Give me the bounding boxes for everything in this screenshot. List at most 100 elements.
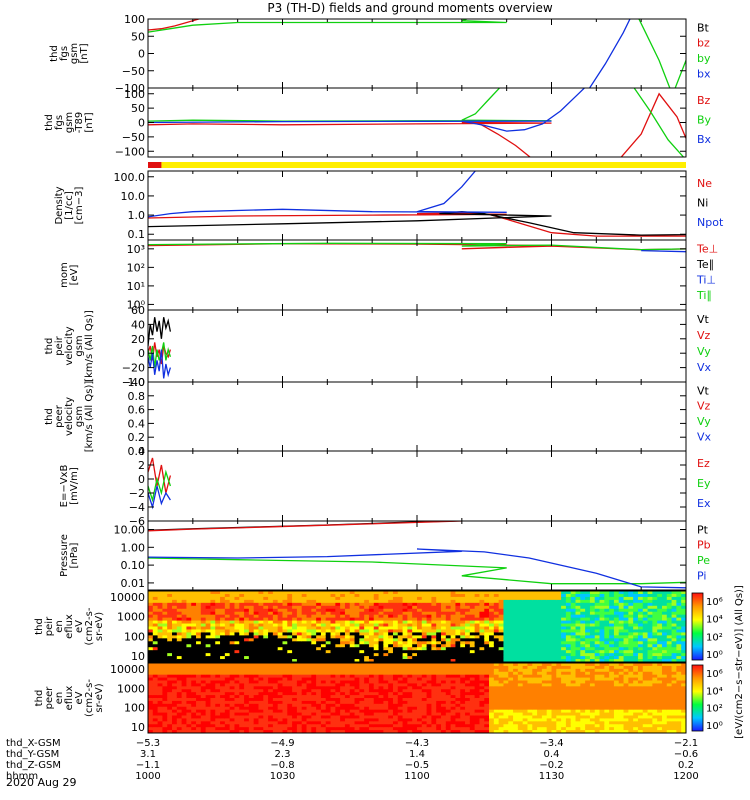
spec-cell [152, 680, 159, 685]
spec-cell [373, 644, 380, 648]
spec-cell [388, 703, 394, 708]
spec-cell [191, 629, 197, 634]
spec-cell [157, 602, 164, 607]
spec-cell [460, 611, 466, 616]
spec-cell [484, 683, 490, 687]
spec-cell [652, 626, 658, 631]
spec-cell [397, 683, 404, 687]
spec-cell [666, 620, 673, 625]
spec-cell [479, 596, 485, 601]
spec-cell [325, 712, 332, 717]
spec-cell [176, 724, 183, 728]
spec-cell [537, 617, 543, 622]
spec-cell [676, 614, 682, 619]
spec-cell [258, 718, 264, 722]
spec-cell [157, 724, 164, 728]
spec-cell [397, 703, 404, 708]
spec-cell [340, 611, 346, 616]
spec-cell [277, 689, 284, 693]
spec-cell [282, 663, 288, 667]
spec-cell [272, 656, 279, 660]
spec-cell [445, 591, 452, 595]
spec-cell [272, 623, 279, 628]
spec-cell [167, 663, 173, 667]
spec-cell [575, 602, 581, 607]
spec-cell [368, 620, 375, 625]
spec-cell [397, 671, 404, 676]
spec-cell [181, 703, 188, 708]
spec-cell [368, 599, 375, 604]
spec-cell [484, 623, 490, 628]
spec-cell [623, 635, 629, 639]
spec-cell [301, 629, 308, 634]
spec-cell [397, 641, 404, 645]
spec-cell [436, 683, 442, 687]
spec-cell [657, 650, 663, 654]
spec-cell [220, 668, 226, 673]
spec-cell [148, 602, 154, 607]
spec-cell [628, 650, 634, 654]
spec-cell [311, 718, 317, 722]
spec-cell [354, 617, 360, 622]
spec-cell [556, 653, 562, 657]
spec-cell [311, 623, 317, 628]
spec-cell [364, 692, 370, 696]
spec-cell [359, 706, 365, 711]
spec-cell [556, 593, 562, 598]
spec-cell [152, 663, 159, 667]
spec-cell [354, 641, 360, 645]
spec-cell [484, 727, 490, 731]
spec-cell [234, 656, 240, 660]
spec-cell [196, 689, 202, 693]
spec-cell [397, 686, 404, 690]
spec-cell [431, 709, 437, 714]
spec-cell [455, 718, 461, 722]
spec-cell [277, 611, 284, 616]
spec-cell [340, 596, 346, 601]
spec-cell [378, 665, 384, 670]
spec-cell [513, 602, 519, 607]
spec-cell [541, 611, 548, 616]
spec-cell [431, 635, 437, 639]
spec-cell [431, 698, 437, 702]
spec-cell [604, 656, 610, 660]
spec-cell [637, 653, 644, 657]
pressure-ylabel: [nPa] [69, 542, 80, 568]
spec-cell [344, 626, 351, 631]
spec-cell [479, 641, 485, 645]
spec-cell [527, 632, 533, 636]
spec-cell [479, 656, 485, 660]
spec-cell [316, 644, 322, 648]
spec-cell [234, 620, 240, 625]
spec-cell [287, 632, 293, 636]
mode-bar-red [148, 162, 162, 168]
spec-cell [181, 653, 188, 657]
spec-cell [445, 665, 452, 670]
spec-cell [335, 680, 341, 685]
spec-cell [445, 689, 452, 693]
spec-cell [498, 629, 505, 634]
spec-cell [364, 614, 370, 619]
spec-cell [220, 730, 226, 733]
spec-cell [200, 623, 207, 628]
spec-cell [561, 593, 567, 598]
spec-cell [301, 724, 308, 728]
spec-cell [493, 695, 500, 699]
spec-cell [277, 602, 284, 607]
spec-cell [397, 617, 404, 622]
spec-cell [570, 635, 577, 639]
spec-cell [421, 668, 428, 673]
spec-cell [282, 665, 288, 670]
spec-cell [239, 715, 245, 720]
spec-cell [489, 602, 495, 607]
spec-cell [397, 706, 404, 711]
spec-cell [162, 644, 168, 648]
spec-cell [541, 591, 548, 595]
spec-cell [191, 700, 197, 705]
spec-cell [287, 706, 293, 711]
spec-cell [354, 647, 360, 651]
spec-cell [373, 632, 380, 636]
spec-cell [469, 614, 476, 619]
spec-cell [368, 623, 375, 628]
